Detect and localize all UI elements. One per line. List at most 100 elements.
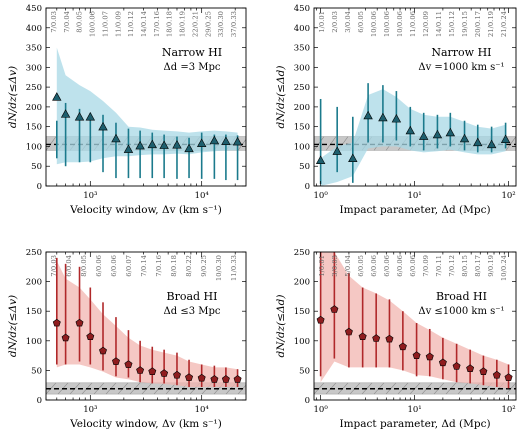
x-tick-label: 10⁰ [314, 405, 329, 415]
x-tick-label: 10³ [83, 405, 97, 415]
count-annotation: 17/0.16 [153, 11, 161, 37]
data-point [330, 305, 339, 313]
y-tick-label: 250 [294, 83, 310, 93]
count-annotation: 7/0.12 [448, 255, 456, 277]
reference-band-hatch [505, 136, 516, 151]
count-annotation: 3/0.04 [344, 11, 352, 33]
uncertainty-band [56, 260, 238, 387]
x-tick-label: 10⁰ [314, 191, 329, 201]
count-annotation: 8/0.05 [76, 11, 84, 33]
y-tick-label: 250 [26, 83, 42, 93]
count-annotation: 6/0.06 [370, 255, 378, 277]
data-point [233, 375, 242, 383]
count-annotation: 20/0.17 [474, 11, 482, 37]
data-point [332, 146, 342, 155]
chart-panel-bottom-right: 0 50 100 150 200 250 10⁰ 10¹ 10² Impact parameter… [275, 248, 517, 430]
y-tick-label: 150 [26, 307, 42, 317]
data-point [459, 133, 470, 143]
y-axis-label: dN/dz(≤Δv) [7, 295, 19, 357]
panel-title: Broad HI [436, 290, 487, 303]
y-tick-label: 450 [26, 4, 42, 14]
count-annotation: 11/0.09 [114, 11, 122, 37]
count-annotation: 9/0.25 [200, 255, 208, 277]
count-annotation: 6/0.05 [357, 255, 365, 277]
count-annotation: 2/0.03 [331, 11, 339, 33]
count-annotation: 3/0.03 [331, 255, 339, 277]
panel-title: Broad HI [167, 290, 218, 303]
data-point [135, 140, 145, 150]
x-axis-label: Impact parameter, Δd (Mpc) [339, 204, 490, 216]
data-point [405, 125, 416, 135]
reference-band-hatch [250, 383, 260, 394]
count-annotation: 11/0.12 [127, 11, 135, 37]
y-tick-label: 200 [26, 278, 42, 288]
count-annotation: 14/0.11 [435, 11, 443, 37]
y-tick-label: 250 [294, 248, 310, 258]
data-point [184, 143, 194, 153]
plot-area [290, 252, 516, 395]
count-annotation: 15/0.12 [448, 11, 456, 37]
y-tick-label: 300 [294, 63, 310, 73]
panel-title: Narrow HI [162, 46, 222, 59]
chart-panel-top-right: 0 50 100 150 200 250 300 350 400 450 10⁰ 10¹ 10² Impa… [275, 4, 517, 216]
reference-band-hatch [274, 137, 284, 151]
reference-band-hatch [22, 383, 32, 394]
count-annotation: 1/0.01 [318, 255, 326, 277]
y-tick-label: 50 [31, 162, 42, 172]
count-annotation: 21/0.24 [500, 11, 508, 37]
y-tick-label: 50 [31, 366, 42, 376]
count-annotation: 22/0.21 [191, 11, 199, 37]
x-axis-label: Velocity window, Δv (km s⁻¹) [69, 418, 222, 430]
data-point [85, 111, 96, 121]
count-annotation: 6/0.06 [396, 255, 404, 277]
reference-band-hatch [298, 383, 308, 394]
panel-subtitle: Δd =3 Mpc [164, 62, 221, 73]
count-annotation: 21/0.19 [487, 11, 495, 37]
x-tick-label: 10² [501, 191, 515, 201]
plot-frame [313, 251, 517, 401]
data-point [52, 318, 61, 327]
data-point [486, 139, 497, 149]
panel-title: Narrow HI [431, 46, 491, 59]
count-annotation: 6/0.05 [357, 11, 365, 33]
count-annotation: 7/0.09 [422, 255, 430, 277]
chart-panel-top-left: 0 50 100 150 200 250 300 350 400 450 10³ 10⁴ Velocit… [7, 4, 284, 216]
count-annotation: 10/0.06 [89, 11, 97, 37]
plot-area [314, 83, 516, 186]
count-annotation: 10/0.24 [500, 255, 508, 281]
y-tick-label: 50 [299, 366, 310, 376]
panel-subtitle: Δv ≤1000 km s⁻¹ [418, 306, 504, 317]
data-point [209, 135, 220, 145]
data-point [445, 127, 456, 137]
data-point [221, 136, 231, 145]
data-point [196, 138, 207, 147]
y-tick-label: 200 [294, 103, 310, 113]
data-point [418, 131, 429, 140]
reference-band-hatch [325, 136, 337, 151]
data-point [159, 140, 169, 149]
data-point [185, 373, 194, 381]
data-point [172, 140, 182, 149]
reference-band-hatch [290, 383, 300, 394]
reference-band-hatch [10, 137, 20, 151]
count-annotation: 37/0.33 [230, 11, 238, 37]
data-point [124, 360, 133, 368]
data-point [210, 375, 219, 383]
data-point [99, 346, 107, 355]
plot-frame [313, 7, 517, 187]
panel-subtitle: Δv =1000 km s⁻¹ [418, 62, 504, 73]
count-annotation: 6/0.06 [95, 255, 103, 277]
data-point [438, 358, 447, 367]
data-point [197, 373, 206, 382]
data-point [372, 334, 381, 342]
data-point [432, 129, 443, 139]
data-point [315, 155, 326, 164]
count-annotation: 7/0.14 [140, 255, 148, 277]
count-annotation: 9/0.19 [487, 255, 495, 277]
data-point [123, 144, 134, 153]
count-annotation: 1/0.01 [318, 11, 326, 33]
data-point [316, 315, 325, 324]
y-tick-label: 0 [37, 396, 42, 406]
y-tick-label: 350 [26, 44, 42, 54]
